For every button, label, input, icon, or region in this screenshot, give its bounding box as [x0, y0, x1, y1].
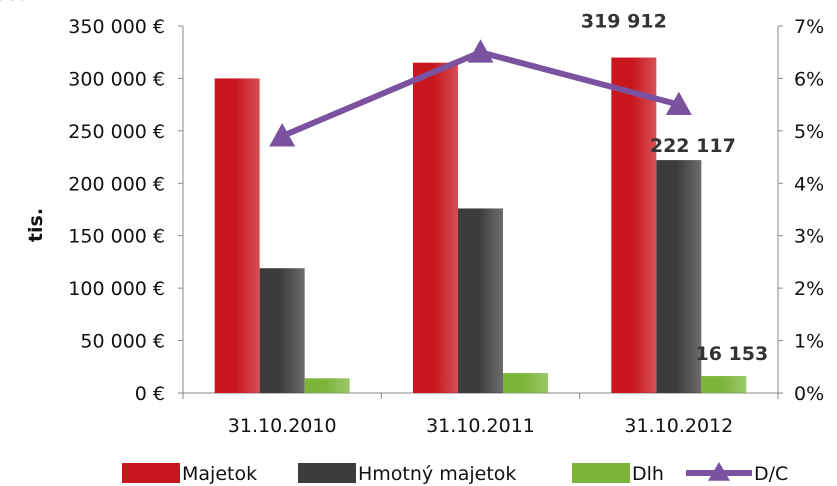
- dc-line-point: [467, 39, 494, 63]
- legend-label: Dlh: [632, 463, 664, 485]
- legend: Majetok Hmotný majetok Dlh D/C: [122, 462, 788, 485]
- bar-dlh: [503, 373, 548, 393]
- x-tick-label: 31.10.2010: [228, 415, 337, 437]
- y-axis-label: tis.: [25, 208, 47, 242]
- legend-swatch: [298, 463, 356, 483]
- y-tick-label: 250 000 €: [68, 121, 165, 143]
- data-label: 319 912: [581, 11, 667, 33]
- y-tick-label: 150 000 €: [68, 226, 165, 248]
- bar-dlh: [701, 376, 747, 393]
- y2-tick-label: 3%: [794, 226, 824, 248]
- x-tick-label: 31.10.2012: [624, 415, 733, 437]
- legend-label: D/C: [754, 463, 788, 485]
- data-label: 16 153: [695, 343, 768, 365]
- bar-majetok: [413, 62, 458, 393]
- bar-majetok: [214, 78, 260, 393]
- y2-tick-label: 0%: [794, 383, 824, 405]
- dc-line-point: [665, 91, 692, 116]
- y-tick-label: 100 000 €: [68, 278, 165, 300]
- y2-tick-label: 2%: [794, 278, 824, 300]
- y2-tick-label: 1%: [794, 331, 824, 353]
- x-tick-label: 31.10.2011: [426, 415, 535, 437]
- y2-tick-label: 6%: [794, 68, 824, 90]
- legend-label: Majetok: [182, 463, 257, 485]
- legend-swatch-marker: [708, 462, 730, 481]
- legend-swatch: [122, 463, 180, 483]
- y-tick-label: 300 000 €: [68, 68, 165, 90]
- y2-tick-label: 5%: [794, 121, 824, 143]
- legend-swatch: [572, 463, 630, 483]
- y-axis-ticks: 0 € 50 000 € 100 000 € 150 000 € 200 000 € 25…: [68, 16, 183, 405]
- bar-hmotný-majetok: [656, 160, 702, 393]
- y2-tick-label: 7%: [794, 16, 824, 38]
- bar-hmotný-majetok: [458, 208, 503, 393]
- legend-label: Hmotný majetok: [358, 463, 516, 485]
- y-tick-label: 350 000 €: [68, 16, 165, 38]
- data-label: 222 117: [650, 135, 736, 157]
- bars: [214, 57, 747, 394]
- data-labels: 319 912 222 117 16 153 5,5%: [0, 0, 768, 365]
- dc-line-point: [269, 123, 296, 147]
- y-tick-label: 50 000 €: [80, 331, 165, 353]
- data-label: 5,5%: [0, 0, 26, 5]
- bar-hmotný-majetok: [259, 268, 305, 393]
- bar-dlh: [304, 378, 350, 393]
- y2-axis-ticks: 0% 1% 2% 3% 4% 5% 6% 7%: [778, 16, 824, 405]
- y2-tick-label: 4%: [794, 173, 824, 195]
- y-tick-label: 200 000 €: [68, 173, 165, 195]
- bar-majetok: [611, 57, 657, 394]
- y-tick-label: 0 €: [135, 383, 165, 405]
- dc-line: [269, 39, 692, 147]
- x-axis-ticks: 31.10.2010 31.10.2011 31.10.2012: [228, 415, 733, 437]
